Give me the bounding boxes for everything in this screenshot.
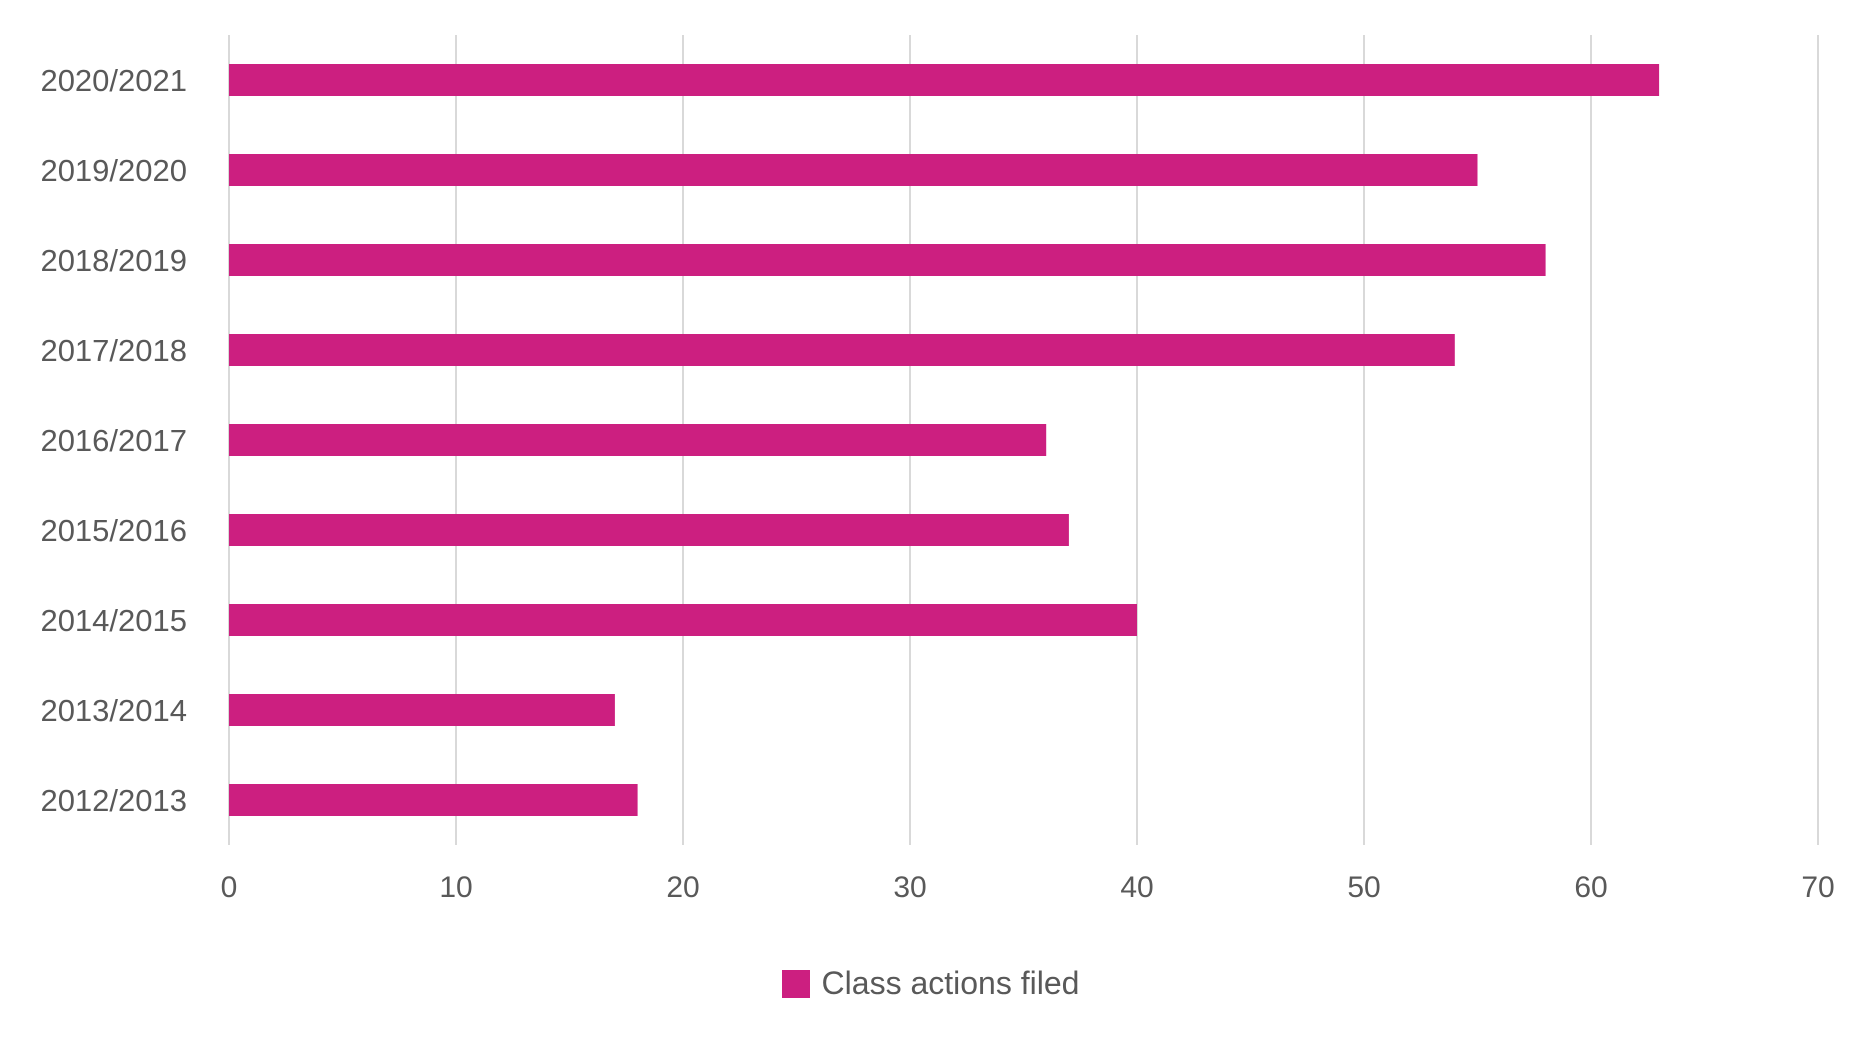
bar (229, 154, 1478, 186)
category-label: 2017/2018 (40, 333, 187, 368)
category-label: 2020/2021 (40, 63, 187, 98)
bar (229, 424, 1047, 456)
x-tick-label: 10 (439, 871, 472, 904)
category-label: 2016/2017 (40, 423, 187, 458)
category-label: 2013/2014 (40, 693, 187, 728)
x-tick-label: 30 (893, 871, 926, 904)
bar (229, 604, 1137, 636)
category-label: 2019/2020 (40, 153, 187, 188)
category-labels: 2020/2021 2019/2020 2018/2019 2017/2018 2016… (40, 63, 187, 818)
legend-label: Class actions filed (821, 965, 1080, 1001)
x-tick-label: 0 (221, 871, 238, 904)
bar (229, 694, 615, 726)
bar (229, 64, 1660, 96)
category-label: 2014/2015 (40, 603, 187, 638)
x-tick-label: 60 (1574, 871, 1607, 904)
bar (229, 784, 638, 816)
x-tick-label: 20 (666, 871, 699, 904)
legend-swatch (781, 969, 810, 998)
category-label: 2018/2019 (40, 243, 187, 278)
x-tick-label: 70 (1801, 871, 1834, 904)
bar (229, 334, 1455, 366)
category-label: 2015/2016 (40, 513, 187, 548)
bars (229, 64, 1660, 816)
bar (229, 514, 1069, 546)
legend: Class actions filed (0, 965, 1861, 1002)
x-tick-labels: 0 10 20 30 40 50 60 70 (221, 871, 1835, 904)
x-tick-label: 50 (1347, 871, 1380, 904)
bar (229, 244, 1546, 276)
x-tick-label: 40 (1120, 871, 1153, 904)
category-label: 2012/2013 (40, 783, 187, 818)
